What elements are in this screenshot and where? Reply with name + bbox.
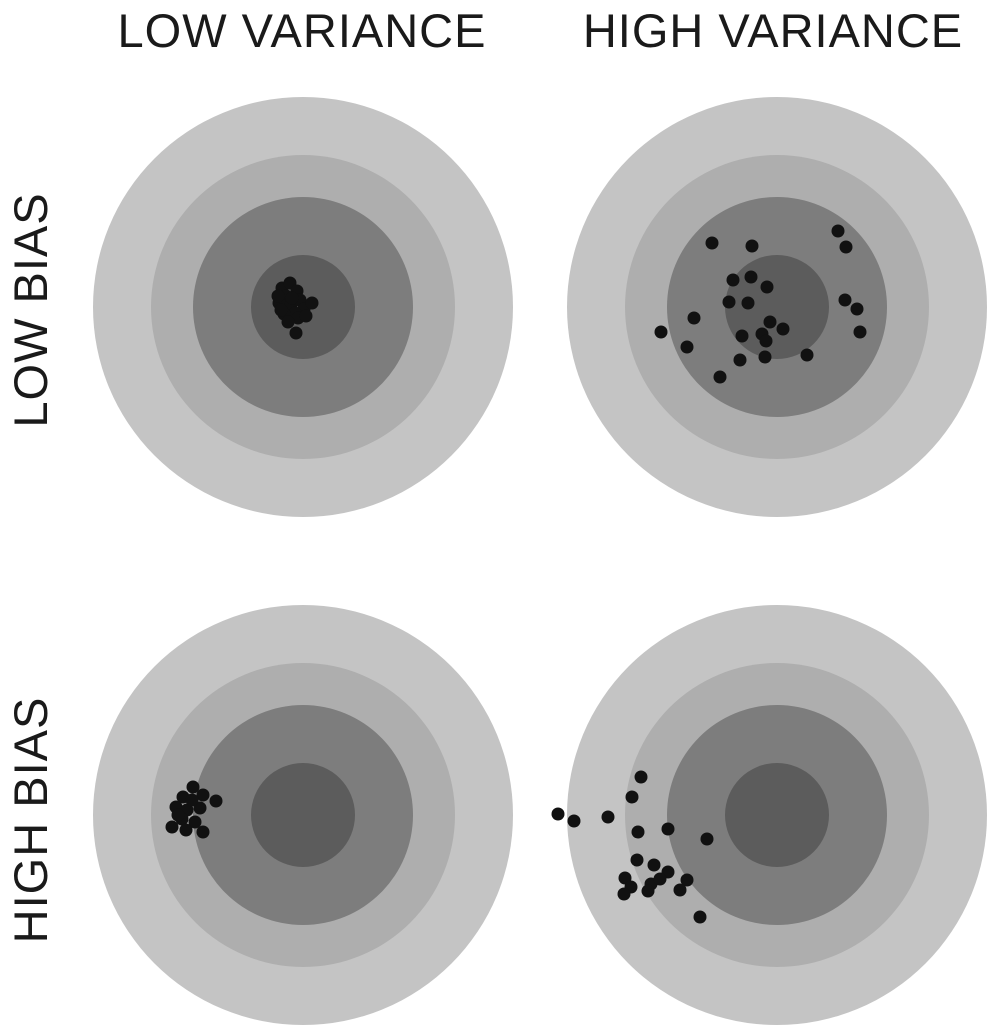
shot-dot	[759, 334, 773, 348]
shot-dot	[800, 348, 814, 362]
shot-dot	[722, 295, 736, 309]
shot-dot	[776, 322, 790, 336]
shot-dot	[274, 303, 288, 317]
shot-dot	[209, 794, 223, 808]
shot-dot	[654, 325, 668, 339]
shot-dot	[700, 832, 714, 846]
shot-dot	[196, 825, 210, 839]
shot-dot	[831, 224, 845, 238]
bullseye	[725, 255, 829, 359]
target-low-bias-low-variance	[93, 97, 513, 517]
shot-dot	[305, 296, 319, 310]
shot-dot	[196, 788, 210, 802]
shot-dot	[188, 815, 202, 829]
shot-dot	[193, 801, 207, 815]
shot-dot	[673, 883, 687, 897]
target-high-bias-high-variance	[551, 605, 987, 1025]
shot-dot	[271, 289, 285, 303]
target-low-bias-high-variance	[567, 97, 987, 517]
shot-dot	[735, 329, 749, 343]
shot-dot	[680, 873, 694, 887]
shot-dot	[741, 296, 755, 310]
shot-dot	[289, 326, 303, 340]
shot-dot	[567, 814, 581, 828]
shot-dot	[758, 350, 772, 364]
shot-dot	[165, 820, 179, 834]
shot-dot	[661, 822, 675, 836]
shot-dot	[760, 280, 774, 294]
shot-dot	[185, 793, 199, 807]
shot-dot	[693, 910, 707, 924]
shot-dot	[551, 807, 565, 821]
shot-dot	[763, 315, 777, 329]
shot-dot	[713, 370, 727, 384]
shot-dot	[634, 770, 648, 784]
target-high-bias-low-variance	[93, 605, 513, 1025]
shot-dot	[733, 353, 747, 367]
shot-dot	[853, 325, 867, 339]
shot-dot	[705, 236, 719, 250]
shot-dot	[171, 808, 185, 822]
shot-dot	[186, 780, 200, 794]
shot-dot	[630, 853, 644, 867]
column-header-high-variance: HIGH VARIANCE	[583, 4, 963, 57]
shot-dot	[647, 858, 661, 872]
shot-dot	[745, 239, 759, 253]
column-header-low-variance: LOW VARIANCE	[118, 4, 487, 57]
shot-dot	[839, 240, 853, 254]
shot-dot	[631, 825, 645, 839]
row-header-low-bias: LOW BIAS	[4, 192, 57, 427]
shot-dot	[299, 309, 313, 323]
shot-dot	[617, 887, 631, 901]
bullseye	[725, 763, 829, 867]
row-header-high-bias: HIGH BIAS	[4, 697, 57, 944]
shot-dot	[850, 302, 864, 316]
shot-dot	[653, 872, 667, 886]
shot-dot	[179, 823, 193, 837]
shot-dot	[625, 790, 639, 804]
shot-dot	[687, 311, 701, 325]
shot-dot	[838, 293, 852, 307]
shot-dot	[285, 291, 299, 305]
shot-dot	[601, 810, 615, 824]
shot-dot	[744, 270, 758, 284]
bullseye	[251, 763, 355, 867]
shot-dot	[641, 884, 655, 898]
shot-dot	[680, 340, 694, 354]
shot-dot	[726, 273, 740, 287]
shot-dot	[281, 315, 295, 329]
